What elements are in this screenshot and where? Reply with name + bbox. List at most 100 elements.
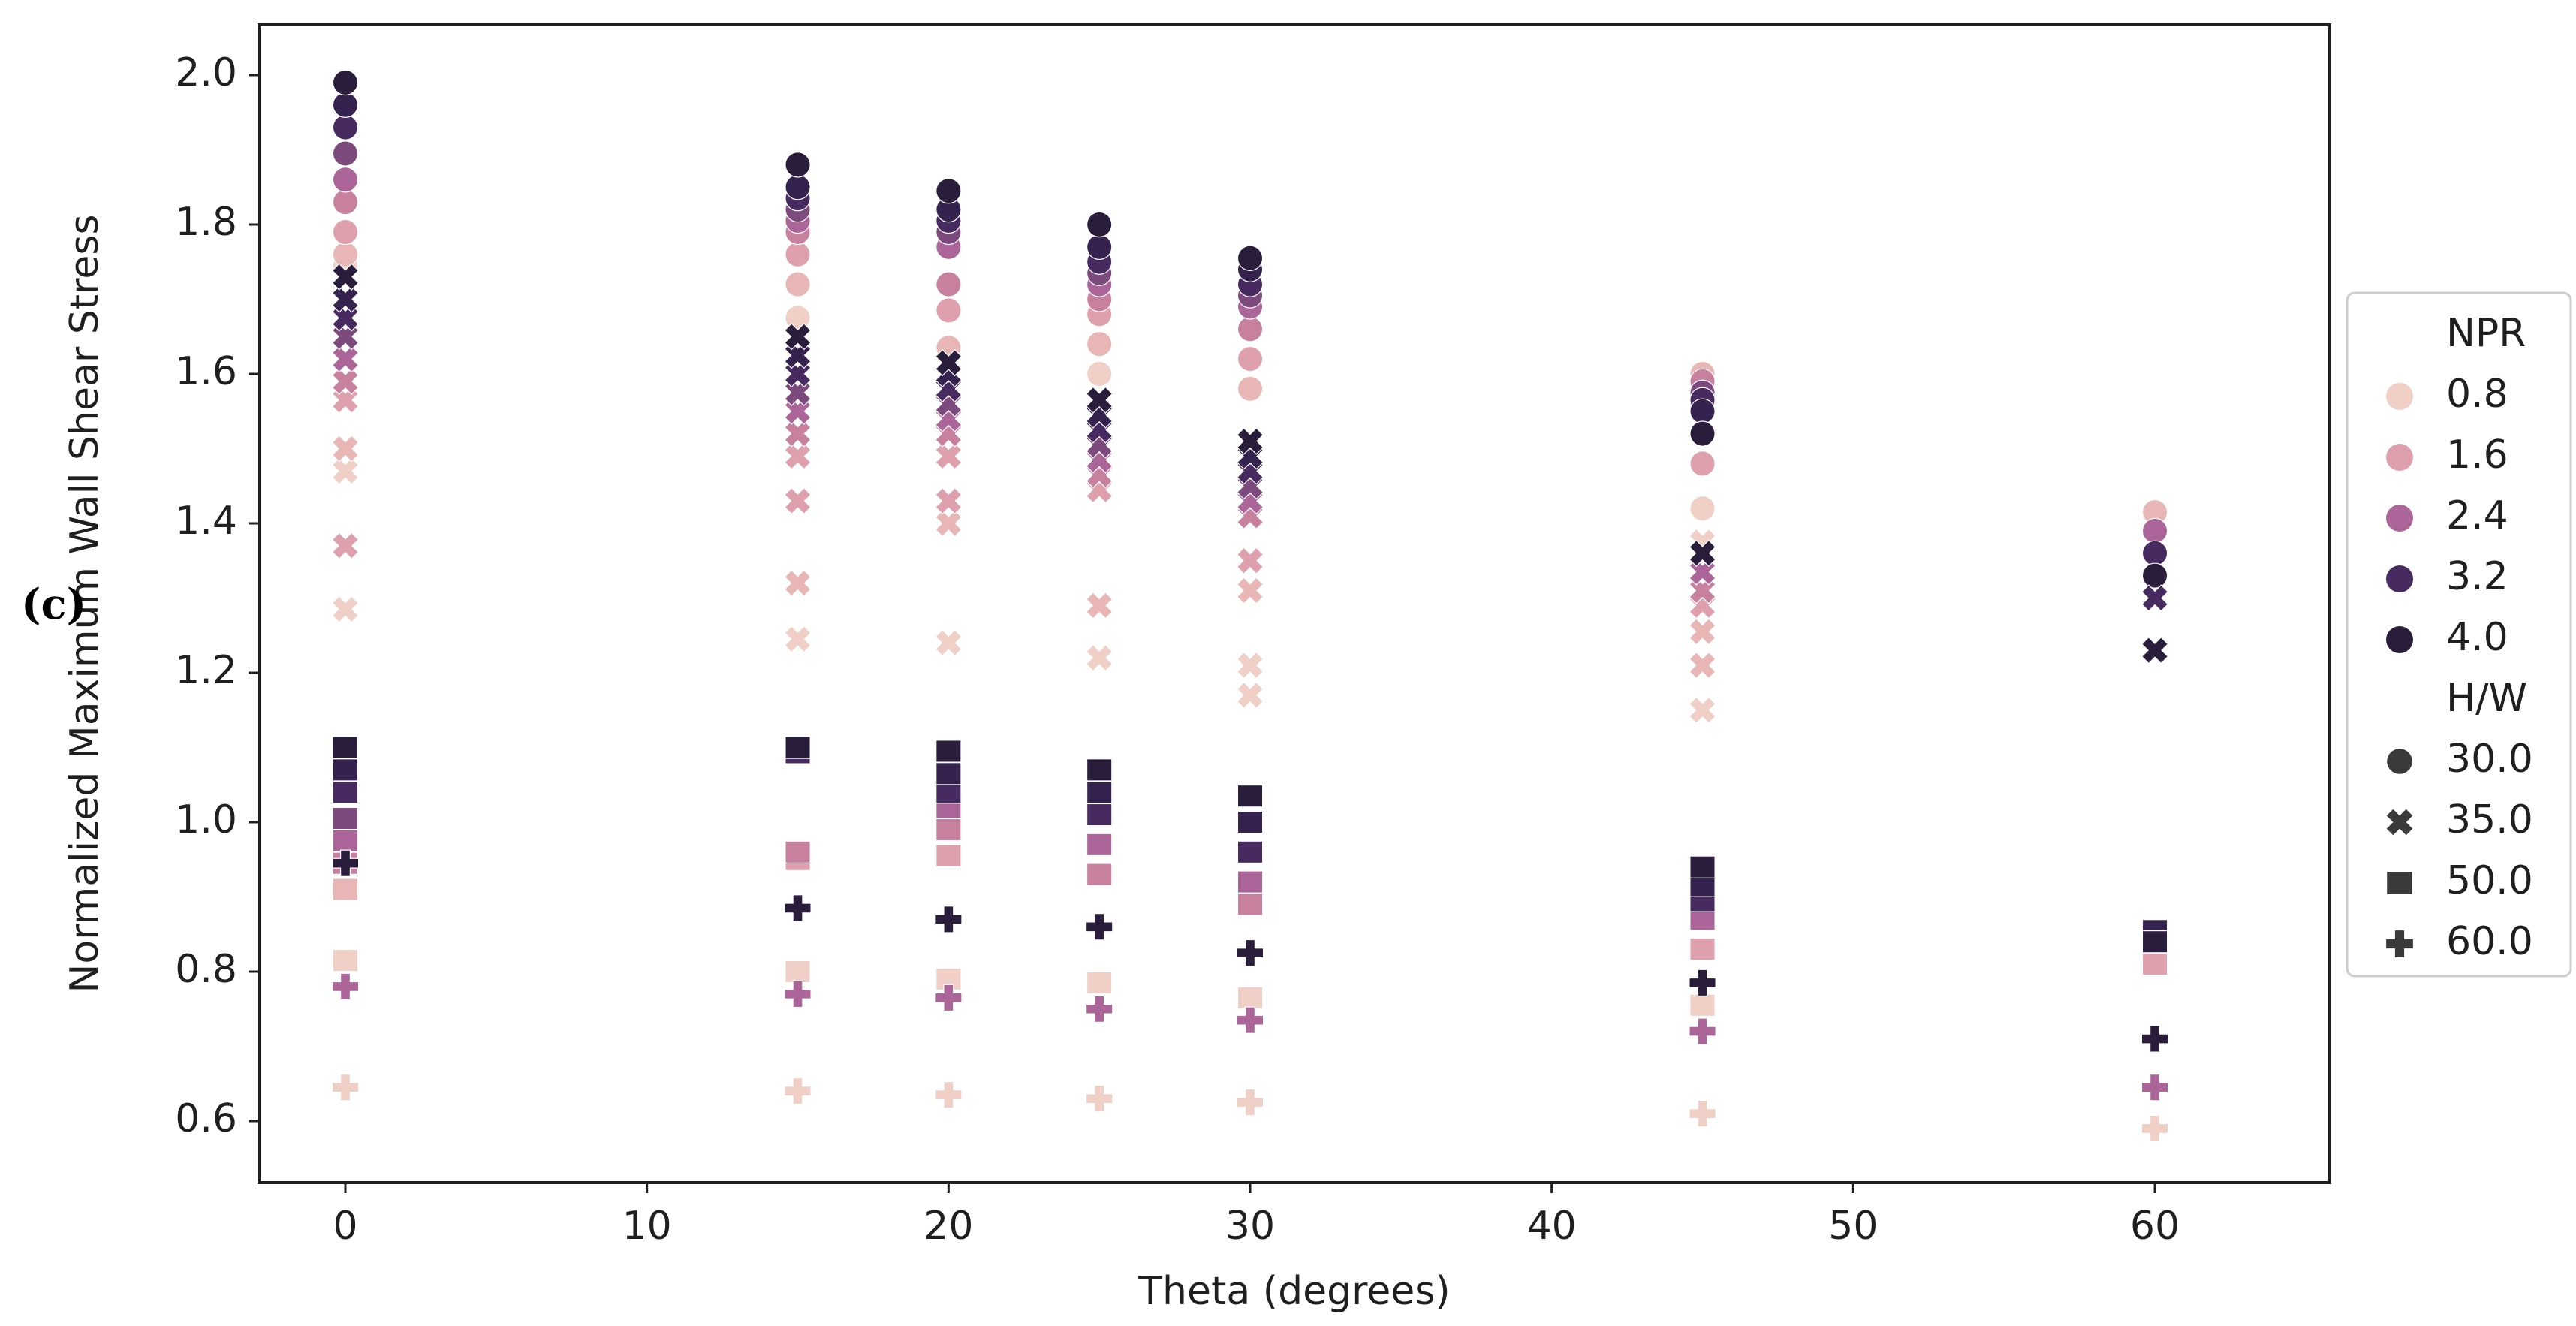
y-tick-label: 2.0	[175, 50, 237, 95]
data-point	[1689, 651, 1716, 680]
marker-square-icon	[1086, 833, 1113, 857]
legend-swatch-npr-1.6	[2386, 444, 2413, 471]
legend-swatch-npr-2.4	[2386, 505, 2413, 532]
marker-plus-icon	[1236, 1006, 1264, 1034]
plot-frame	[258, 23, 2331, 1184]
data-point	[1085, 995, 1113, 1023]
data-point	[2141, 930, 2168, 954]
marker-square-icon	[1237, 840, 1264, 864]
data-point	[935, 780, 962, 804]
data-point	[332, 736, 359, 759]
data-point	[785, 271, 811, 297]
legend-swatch-npr-3.2	[2386, 565, 2413, 592]
marker-square-icon	[332, 829, 359, 853]
marker-circle-icon	[332, 114, 359, 140]
legend-label-npr: 3.2	[2446, 554, 2508, 599]
marker-circle-icon	[785, 152, 811, 178]
marker-x-icon	[935, 509, 963, 538]
data-point	[935, 297, 962, 324]
data-point	[1689, 937, 1716, 961]
data-point	[784, 442, 812, 470]
marker-plus-icon	[1689, 969, 1716, 997]
marker-plus-icon	[1689, 1017, 1716, 1045]
legend-items: 0.8 1.6 2.4 3.2 4.0	[2386, 372, 2508, 660]
data-point	[935, 1080, 963, 1109]
data-point	[935, 740, 962, 763]
marker-plus-icon	[1085, 913, 1113, 941]
axis-ticks: 2.0 1.8 1.6 1.4 1.2 1.0 0.8 0.6 0 10 20 30 40 50 60	[175, 50, 2180, 1249]
marker-square-icon	[332, 780, 359, 804]
marker-x-icon	[1236, 547, 1264, 574]
marker-plus-icon	[2141, 1025, 2169, 1053]
data-point	[1086, 803, 1113, 827]
data-point	[784, 625, 812, 653]
data-point	[1237, 870, 1264, 894]
x-tick-label: 30	[1225, 1204, 1275, 1249]
marker-plus-icon	[1236, 939, 1264, 967]
data-point	[784, 420, 812, 448]
data-point	[935, 844, 962, 867]
marker-x-icon	[784, 569, 812, 597]
marker-x-icon	[1086, 592, 1113, 619]
marker-x-icon	[1689, 539, 1716, 567]
marker-plus-icon	[2141, 1074, 2169, 1101]
data-point	[935, 442, 963, 470]
data-point	[1086, 780, 1113, 804]
marker-plus-icon	[2385, 929, 2415, 959]
marker-x-icon	[784, 442, 812, 470]
y-axis-title: Normalized Maximum Wall Shear Stress	[62, 214, 107, 993]
data-point	[935, 762, 962, 785]
data-point	[332, 114, 359, 140]
marker-circle-icon	[785, 174, 811, 200]
data-point	[1086, 863, 1113, 886]
marker-x-icon	[935, 442, 963, 470]
y-tick-label: 1.4	[175, 499, 237, 544]
data-point	[1236, 651, 1264, 680]
marker-square-icon	[785, 840, 811, 864]
marker-circle-icon	[1237, 345, 1264, 372]
marker-square-icon	[1086, 803, 1113, 827]
x-axis-title: Theta (degrees)	[1137, 1269, 1450, 1314]
data-point	[935, 984, 963, 1012]
marker-circle-icon	[332, 167, 359, 193]
data-point	[784, 487, 812, 515]
marker-circle-icon	[1689, 398, 1716, 424]
data-point	[332, 829, 359, 853]
y-tick-label: 1.6	[175, 349, 237, 394]
data-point	[1236, 1088, 1264, 1117]
data-point	[1237, 345, 1264, 372]
data-point	[1086, 643, 1113, 672]
data-point	[331, 595, 360, 623]
data-point	[2141, 517, 2168, 544]
data-point	[1236, 547, 1264, 574]
marker-circle-icon	[332, 188, 359, 215]
figure-label: (c)	[21, 580, 87, 629]
marker-plus-icon	[331, 1074, 360, 1101]
marker-circle-icon	[785, 271, 811, 297]
marker-square-icon	[1086, 971, 1113, 995]
marker-circle-icon	[1689, 451, 1716, 477]
legend-hue-title: NPR	[2446, 311, 2526, 356]
marker-circle-icon	[2141, 540, 2168, 566]
data-point	[1086, 331, 1113, 357]
marker-circle-icon	[332, 69, 359, 96]
legend-label-npr: 4.0	[2446, 615, 2508, 660]
data-point	[1086, 971, 1113, 995]
legend-label-hw: 35.0	[2446, 797, 2533, 842]
marker-circle-icon	[1689, 420, 1716, 447]
legend-swatch-hw-50.0	[2386, 871, 2413, 895]
marker-square-icon	[1237, 870, 1264, 894]
data-point	[332, 218, 359, 246]
data-point	[331, 1074, 360, 1101]
x-tick-label: 20	[923, 1204, 973, 1249]
marker-circle-icon	[1237, 245, 1264, 271]
marker-plus-icon	[935, 1080, 963, 1109]
data-point	[1236, 577, 1264, 604]
data-point	[935, 818, 962, 842]
data-point	[331, 345, 360, 373]
marker-square-icon	[332, 878, 359, 901]
data-point	[1237, 784, 1264, 808]
legend-style-title: H/W	[2446, 676, 2527, 721]
data-point	[935, 906, 963, 933]
data-point	[2141, 1074, 2169, 1101]
